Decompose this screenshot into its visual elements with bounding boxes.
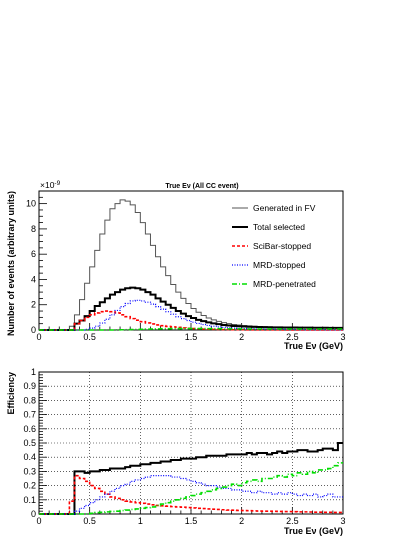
top-x-tick-label: 3 <box>340 332 345 342</box>
bottom-plot-panel: 0 0.5 1 1.5 2 2.5 3 0 0.1 0.2 0.3 0.4 0.5 0.6 0.7 0.8 0.… <box>6 367 346 536</box>
top-plot-panel: True Eν (All CC event) ×10-9 0 0.5 1 1.5 2 2.… <box>6 180 346 351</box>
top-x-tick-label: 0 <box>36 332 41 342</box>
top-y-tick-label: 0 <box>31 325 36 335</box>
bottom-y-tick-label: 0.6 <box>23 424 36 434</box>
top-y-multiplier: ×10-9 <box>40 180 61 190</box>
bottom-x-axis-label: True Eν (GeV) <box>284 526 343 536</box>
legend-label-total-selected: Total selected <box>253 222 305 232</box>
legend-label-generated-in-fv: Generated in FV <box>253 203 316 213</box>
top-series-mrd-penetrated <box>39 327 343 331</box>
top-x-axis-label: True Eν (GeV) <box>284 341 343 351</box>
top-chart-title: True Eν (All CC event) <box>165 183 238 190</box>
bottom-series-total-selected <box>39 442 343 515</box>
bottom-series-mrd-stopped <box>39 475 343 515</box>
legend-label-mrd-penetrated: MRD-penetrated <box>253 279 316 289</box>
top-y-tick-label: 10 <box>26 199 36 209</box>
bottom-y-axis-label: Efficiency <box>6 372 16 415</box>
bottom-series-scibar-stopped <box>39 474 343 515</box>
top-y-axis-label: Number of events (arbitrary units) <box>6 191 16 336</box>
bottom-y-tick-label: 0.3 <box>23 466 36 476</box>
bottom-x-tick-label: 2.5 <box>286 516 299 526</box>
top-y-tick-label: 4 <box>31 274 36 284</box>
bottom-y-tick-label: 0.8 <box>23 395 36 405</box>
top-x-tick-label: 1 <box>138 332 143 342</box>
bottom-x-tick-label: 1.5 <box>185 516 198 526</box>
bottom-y-tick-label: 0.7 <box>23 410 36 420</box>
legend: Generated in FV Total selected SciBar-stop… <box>232 203 316 289</box>
bottom-y-tick-label: 1 <box>31 367 36 377</box>
top-y-tick-label: 8 <box>31 224 36 234</box>
bottom-x-tick-label: 0 <box>36 516 41 526</box>
bottom-y-tick-label: 0 <box>31 509 36 519</box>
top-series-scibar-stopped <box>39 310 343 331</box>
top-x-tick-label: 1.5 <box>185 332 198 342</box>
legend-label-scibar-stopped: SciBar-stopped <box>253 241 311 251</box>
bottom-x-tick-label: 3 <box>340 516 345 526</box>
top-series-total-selected <box>39 286 343 331</box>
legend-label-mrd-stopped: MRD-stopped <box>253 260 306 270</box>
top-y-tick-label: 2 <box>31 300 36 310</box>
bottom-y-tick-label: 0.4 <box>23 452 36 462</box>
top-y-tick-label: 6 <box>31 249 36 259</box>
bottom-y-tick-label: 0.5 <box>23 438 36 448</box>
bottom-series-mrd-penetrated <box>39 462 343 515</box>
bottom-x-tick-label: 2 <box>239 516 244 526</box>
bottom-x-tick-label: 0.5 <box>83 516 96 526</box>
top-x-tick-label: 2 <box>239 332 244 342</box>
bottom-x-tick-label: 1 <box>138 516 143 526</box>
bottom-y-tick-label: 0.9 <box>23 381 36 391</box>
bottom-y-tick-label: 0.1 <box>23 495 36 505</box>
top-x-tick-label: 0.5 <box>83 332 96 342</box>
bottom-y-tick-label: 0.2 <box>23 481 36 491</box>
top-x-tick-label: 2.5 <box>286 332 299 342</box>
